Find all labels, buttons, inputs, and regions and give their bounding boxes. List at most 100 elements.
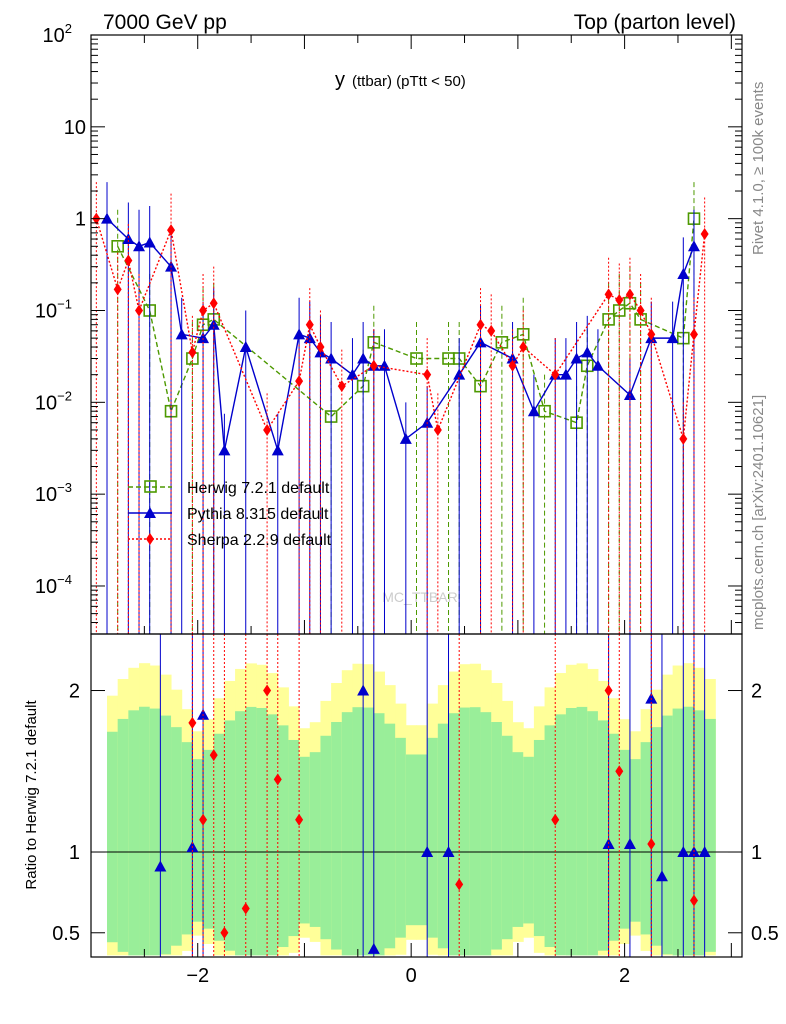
data-point [239, 341, 252, 353]
data-point [199, 304, 208, 317]
band-green [288, 739, 300, 937]
series-triangle [101, 182, 700, 634]
band-green [672, 708, 684, 956]
data-point [591, 359, 604, 371]
data-point [175, 328, 188, 340]
band-green [459, 707, 471, 956]
ratio-y-tick-label-right: 2 [751, 681, 762, 703]
rivet-label: Rivet 4.1.0, ≥ 100k events [750, 82, 767, 255]
plot-title-sub: (ttbar) (pTtt < 50) [352, 73, 466, 90]
ratio-point [421, 846, 434, 858]
y-tick-label: 10−1 [35, 296, 72, 322]
series-diamond [92, 182, 709, 634]
header-left: 7000 GeV pp [103, 11, 227, 34]
band-green [597, 720, 610, 951]
mcplots-label: mcplots.cern.ch [arXiv:2401.10621] [750, 395, 767, 630]
band-green [448, 713, 460, 956]
ratio-point [442, 846, 455, 858]
band-green [576, 706, 588, 956]
data-point [559, 368, 572, 380]
data-point [700, 228, 709, 241]
band-green [341, 712, 353, 956]
band-green [139, 706, 151, 956]
band-green [309, 752, 321, 927]
series-line [106, 218, 695, 451]
ratio-point [655, 870, 668, 882]
legend-sherpa-label: Sherpa 2.2.9 default [187, 532, 332, 549]
legend-entry-herwig: Herwig 7.2.1 default [128, 480, 330, 497]
band-green [533, 739, 546, 937]
y-tick-label: 10−4 [35, 572, 72, 598]
band-green [128, 710, 140, 956]
legend-pythia-label: Pythia 8.315 default [187, 506, 329, 523]
band-green [384, 723, 396, 949]
data-point [399, 432, 412, 444]
band-green [277, 725, 289, 948]
band-green [565, 708, 578, 956]
ratio-uncertainty-bands [107, 663, 716, 956]
band-green [373, 713, 385, 956]
data-point [133, 240, 146, 252]
data-point [410, 352, 423, 365]
data-point [295, 375, 304, 388]
ratio-point [367, 942, 380, 954]
legend-herwig-label: Herwig 7.2.1 default [187, 480, 330, 497]
ratio-point [455, 878, 464, 891]
band-green [640, 742, 652, 935]
data-point [551, 368, 560, 381]
data-point [122, 233, 135, 245]
band-green [651, 727, 663, 946]
data-point [689, 328, 698, 341]
band-green [693, 710, 706, 956]
data-point [519, 341, 528, 354]
band-green [224, 720, 236, 951]
y-tick-label: 10−2 [35, 388, 72, 414]
data-point [316, 341, 325, 354]
data-point [209, 297, 218, 310]
data-point [357, 352, 370, 364]
band-green [416, 754, 428, 926]
ratio-ylabel: Ratio to Herwig 7.2.1 default [23, 700, 40, 890]
data-point [369, 359, 378, 372]
data-point [346, 368, 359, 380]
band-green [149, 708, 161, 956]
band-green [683, 706, 695, 956]
data-point [615, 294, 624, 307]
data-point [188, 346, 197, 359]
band-green [608, 733, 620, 941]
band-green [395, 737, 407, 938]
data-point [679, 432, 688, 445]
band-green [555, 714, 567, 956]
data-point [337, 380, 346, 393]
ratio-point [199, 813, 208, 826]
band-green [107, 731, 119, 943]
data-point [508, 359, 517, 372]
legend-entry-sherpa: Sherpa 2.2.9 default [128, 532, 332, 549]
band-green [117, 718, 129, 952]
ratio-point [615, 765, 624, 778]
data-point [581, 346, 594, 358]
data-point [666, 332, 679, 344]
x-tick-label: −2 [186, 965, 209, 987]
band-green [213, 733, 225, 941]
band-green [171, 727, 183, 946]
ratio-point [551, 813, 560, 826]
band-green [203, 749, 215, 929]
data-point [263, 423, 272, 436]
ratio-point [647, 837, 656, 850]
band-green [363, 707, 375, 956]
data-point [570, 352, 583, 364]
ratio-series-diamond [188, 634, 698, 957]
data-point [487, 324, 496, 337]
y-tick-label: 102 [43, 21, 72, 47]
band-green [704, 718, 716, 952]
ratio-y-tick-label: 1 [69, 842, 80, 864]
band-green [501, 735, 514, 940]
ratio-point [241, 902, 250, 915]
band-green [437, 723, 450, 949]
data-point [538, 404, 551, 418]
ratio-y-tick-label: 2 [69, 681, 80, 703]
ratio-point [357, 684, 370, 696]
data-point [604, 288, 613, 301]
